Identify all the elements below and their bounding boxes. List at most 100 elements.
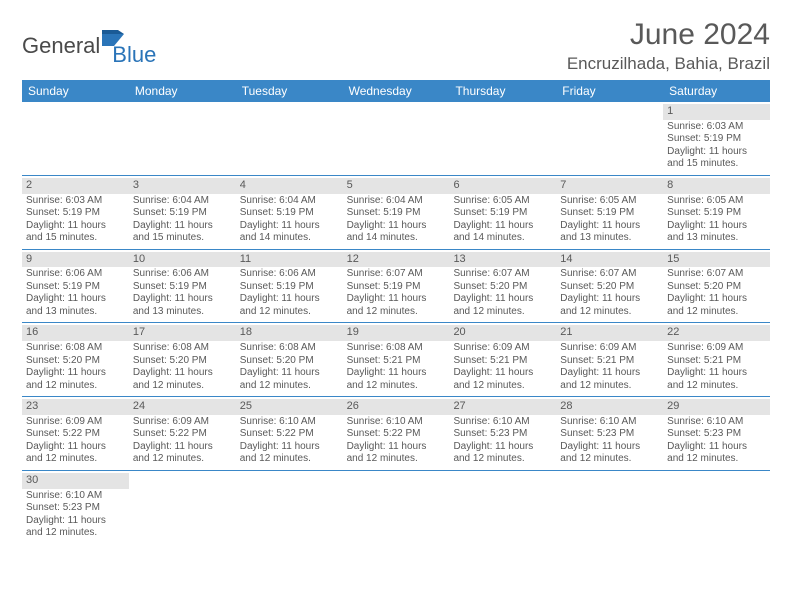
daylight-line-a: Daylight: 11 hours [133,220,232,233]
day-cell: 29Sunrise: 6:10 AMSunset: 5:23 PMDayligh… [663,397,770,470]
daylight-line-b: and 15 minutes. [26,232,125,245]
daylight-line-a: Daylight: 11 hours [667,146,766,159]
day-number: 19 [343,325,450,341]
daylight-line-b: and 14 minutes. [347,232,446,245]
day-cell: 9Sunrise: 6:06 AMSunset: 5:19 PMDaylight… [22,250,129,323]
daylight-line-a: Daylight: 11 hours [133,441,232,454]
daylight-line-b: and 12 minutes. [240,380,339,393]
day-cell [343,102,450,175]
day-cell: 25Sunrise: 6:10 AMSunset: 5:22 PMDayligh… [236,397,343,470]
day-cell: 21Sunrise: 6:09 AMSunset: 5:21 PMDayligh… [556,323,663,396]
daylight-line-a: Daylight: 11 hours [560,220,659,233]
day-cell: 7Sunrise: 6:05 AMSunset: 5:19 PMDaylight… [556,176,663,249]
daylight-line-a: Daylight: 11 hours [453,293,552,306]
day-number: 5 [343,178,450,194]
daylight-line-a: Daylight: 11 hours [560,367,659,380]
daylight-line-a: Daylight: 11 hours [133,367,232,380]
daylight-line-a: Daylight: 11 hours [560,441,659,454]
daylight-line-a: Daylight: 11 hours [240,441,339,454]
daylight-line-b: and 15 minutes. [133,232,232,245]
sunset-line: Sunset: 5:23 PM [453,428,552,441]
day-header-row: SundayMondayTuesdayWednesdayThursdayFrid… [22,80,770,102]
day-cell: 14Sunrise: 6:07 AMSunset: 5:20 PMDayligh… [556,250,663,323]
daylight-line-b: and 12 minutes. [347,306,446,319]
day-header: Thursday [449,80,556,102]
sunset-line: Sunset: 5:21 PM [347,355,446,368]
daylight-line-b: and 12 minutes. [667,453,766,466]
day-header: Saturday [663,80,770,102]
daylight-line-b: and 14 minutes. [453,232,552,245]
sunrise-line: Sunrise: 6:09 AM [667,342,766,355]
daylight-line-a: Daylight: 11 hours [347,441,446,454]
day-cell: 20Sunrise: 6:09 AMSunset: 5:21 PMDayligh… [449,323,556,396]
day-number: 25 [236,399,343,415]
day-number: 14 [556,252,663,268]
daylight-line-a: Daylight: 11 hours [560,293,659,306]
sunrise-line: Sunrise: 6:10 AM [240,416,339,429]
day-number: 18 [236,325,343,341]
day-cell: 22Sunrise: 6:09 AMSunset: 5:21 PMDayligh… [663,323,770,396]
week-row: 2Sunrise: 6:03 AMSunset: 5:19 PMDaylight… [22,176,770,250]
day-cell: 28Sunrise: 6:10 AMSunset: 5:23 PMDayligh… [556,397,663,470]
day-number: 9 [22,252,129,268]
day-cell: 6Sunrise: 6:05 AMSunset: 5:19 PMDaylight… [449,176,556,249]
daylight-line-b: and 12 minutes. [240,453,339,466]
daylight-line-b: and 12 minutes. [560,306,659,319]
daylight-line-b: and 14 minutes. [240,232,339,245]
day-cell: 15Sunrise: 6:07 AMSunset: 5:20 PMDayligh… [663,250,770,323]
day-cell: 4Sunrise: 6:04 AMSunset: 5:19 PMDaylight… [236,176,343,249]
day-cell [343,471,450,544]
daylight-line-b: and 13 minutes. [26,306,125,319]
location-label: Encruzilhada, Bahia, Brazil [567,54,770,74]
sunset-line: Sunset: 5:22 PM [26,428,125,441]
daylight-line-b: and 15 minutes. [667,158,766,171]
sunset-line: Sunset: 5:23 PM [667,428,766,441]
day-number: 8 [663,178,770,194]
day-header: Tuesday [236,80,343,102]
day-cell [556,471,663,544]
day-cell: 16Sunrise: 6:08 AMSunset: 5:20 PMDayligh… [22,323,129,396]
day-number: 17 [129,325,236,341]
day-cell: 5Sunrise: 6:04 AMSunset: 5:19 PMDaylight… [343,176,450,249]
day-cell: 23Sunrise: 6:09 AMSunset: 5:22 PMDayligh… [22,397,129,470]
daylight-line-a: Daylight: 11 hours [26,293,125,306]
daylight-line-b: and 12 minutes. [240,306,339,319]
daylight-line-b: and 12 minutes. [560,453,659,466]
daylight-line-b: and 12 minutes. [667,380,766,393]
sunrise-line: Sunrise: 6:03 AM [667,121,766,134]
day-header: Monday [129,80,236,102]
daylight-line-a: Daylight: 11 hours [667,293,766,306]
day-number: 20 [449,325,556,341]
day-number: 7 [556,178,663,194]
sunrise-line: Sunrise: 6:05 AM [560,195,659,208]
day-cell [449,102,556,175]
day-cell [663,471,770,544]
header: General Blue June 2024 Encruzilhada, Bah… [22,18,770,74]
day-number: 29 [663,399,770,415]
daylight-line-b: and 12 minutes. [26,453,125,466]
sunrise-line: Sunrise: 6:10 AM [667,416,766,429]
sunrise-line: Sunrise: 6:03 AM [26,195,125,208]
day-number: 21 [556,325,663,341]
sunset-line: Sunset: 5:19 PM [240,281,339,294]
day-cell [236,102,343,175]
day-number: 24 [129,399,236,415]
sunset-line: Sunset: 5:21 PM [560,355,659,368]
day-number: 27 [449,399,556,415]
sunset-line: Sunset: 5:19 PM [240,207,339,220]
day-cell: 1Sunrise: 6:03 AMSunset: 5:19 PMDaylight… [663,102,770,175]
day-cell [236,471,343,544]
daylight-line-b: and 12 minutes. [347,453,446,466]
day-cell [129,471,236,544]
day-cell: 19Sunrise: 6:08 AMSunset: 5:21 PMDayligh… [343,323,450,396]
day-cell: 27Sunrise: 6:10 AMSunset: 5:23 PMDayligh… [449,397,556,470]
sunset-line: Sunset: 5:19 PM [560,207,659,220]
day-number: 28 [556,399,663,415]
daylight-line-a: Daylight: 11 hours [347,220,446,233]
sunset-line: Sunset: 5:19 PM [26,281,125,294]
daylight-line-b: and 12 minutes. [667,306,766,319]
sunrise-line: Sunrise: 6:09 AM [26,416,125,429]
daylight-line-b: and 13 minutes. [667,232,766,245]
sunrise-line: Sunrise: 6:04 AM [133,195,232,208]
sunset-line: Sunset: 5:19 PM [26,207,125,220]
